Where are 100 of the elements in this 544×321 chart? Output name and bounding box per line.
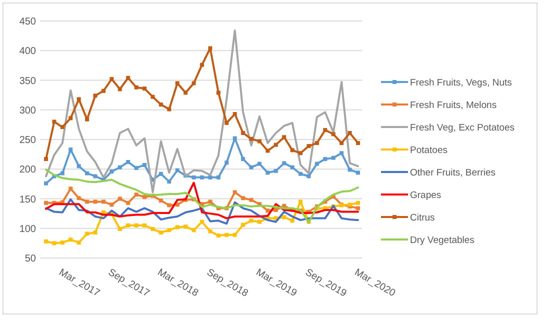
point [85,171,90,176]
legend-label: Other Fruits, Berries [410,167,496,178]
point [192,81,196,86]
point [150,94,155,99]
point [340,141,344,146]
point [167,180,172,184]
point [249,165,254,170]
point [76,240,81,245]
point [348,168,352,172]
y-tick-label: 50 [24,254,36,264]
point [68,186,73,191]
legend-label: Potatoes [410,144,448,156]
point [241,130,246,135]
point [331,156,336,160]
point [184,224,188,229]
point [158,102,163,107]
point [241,157,246,162]
y-tick-label: 200 [19,164,36,176]
y-tick-label: 450 [19,16,36,28]
point [175,81,180,86]
point [118,87,122,92]
point [68,116,73,120]
point [282,161,286,166]
point [208,175,212,180]
point [68,148,73,152]
point [101,88,106,93]
point [44,181,48,186]
point [150,226,155,231]
legend-label: Grapes [410,190,442,201]
point [93,230,98,235]
point [192,228,196,232]
point [298,172,303,176]
legend-label: Dry Vegetables [410,234,475,246]
point [356,200,360,205]
point [44,200,48,205]
point [266,148,270,153]
y-tick-label: 250 [19,135,36,146]
point [134,192,138,197]
point [290,148,294,152]
point [110,169,114,174]
point [298,151,303,156]
point [126,200,130,205]
point [93,200,98,204]
point [126,160,130,164]
point [110,202,114,207]
point [60,125,64,130]
point [60,171,64,176]
point [290,165,294,170]
point [76,97,81,102]
point [52,241,56,246]
point [331,132,336,136]
point [232,136,237,140]
legend-label: Fresh Fruits, Melons [410,100,497,111]
point [118,226,122,231]
point [216,233,220,238]
point [266,208,270,213]
point [200,220,204,224]
y-tick-label: 400 [19,46,36,58]
point [52,120,56,124]
point [167,203,172,208]
point [142,86,147,91]
point [44,239,48,244]
point [323,157,328,162]
point [323,128,328,132]
point [266,170,270,175]
point [126,223,130,228]
point [184,90,188,95]
y-tick-label: 100 [19,224,36,235]
y-tick-label: 300 [19,105,36,116]
point [241,222,246,227]
point [257,162,262,166]
point [167,107,172,112]
point [314,162,319,166]
point [200,175,204,180]
line-series [45,168,359,224]
point [167,228,172,232]
point [85,117,90,122]
point [282,135,286,140]
point [232,190,237,194]
point [158,172,163,176]
point [274,142,278,147]
point [356,141,360,146]
point [175,225,180,230]
point [93,94,98,98]
point [257,139,262,144]
point [76,196,81,200]
point [76,164,81,168]
point [257,220,262,224]
point [356,170,360,175]
point [158,198,163,203]
point [241,196,246,200]
point [175,168,180,172]
point [101,200,106,204]
point [348,130,352,135]
point [216,175,220,180]
point [224,232,229,237]
point [208,46,212,50]
point [142,223,147,228]
point [134,85,138,90]
point [85,200,90,204]
